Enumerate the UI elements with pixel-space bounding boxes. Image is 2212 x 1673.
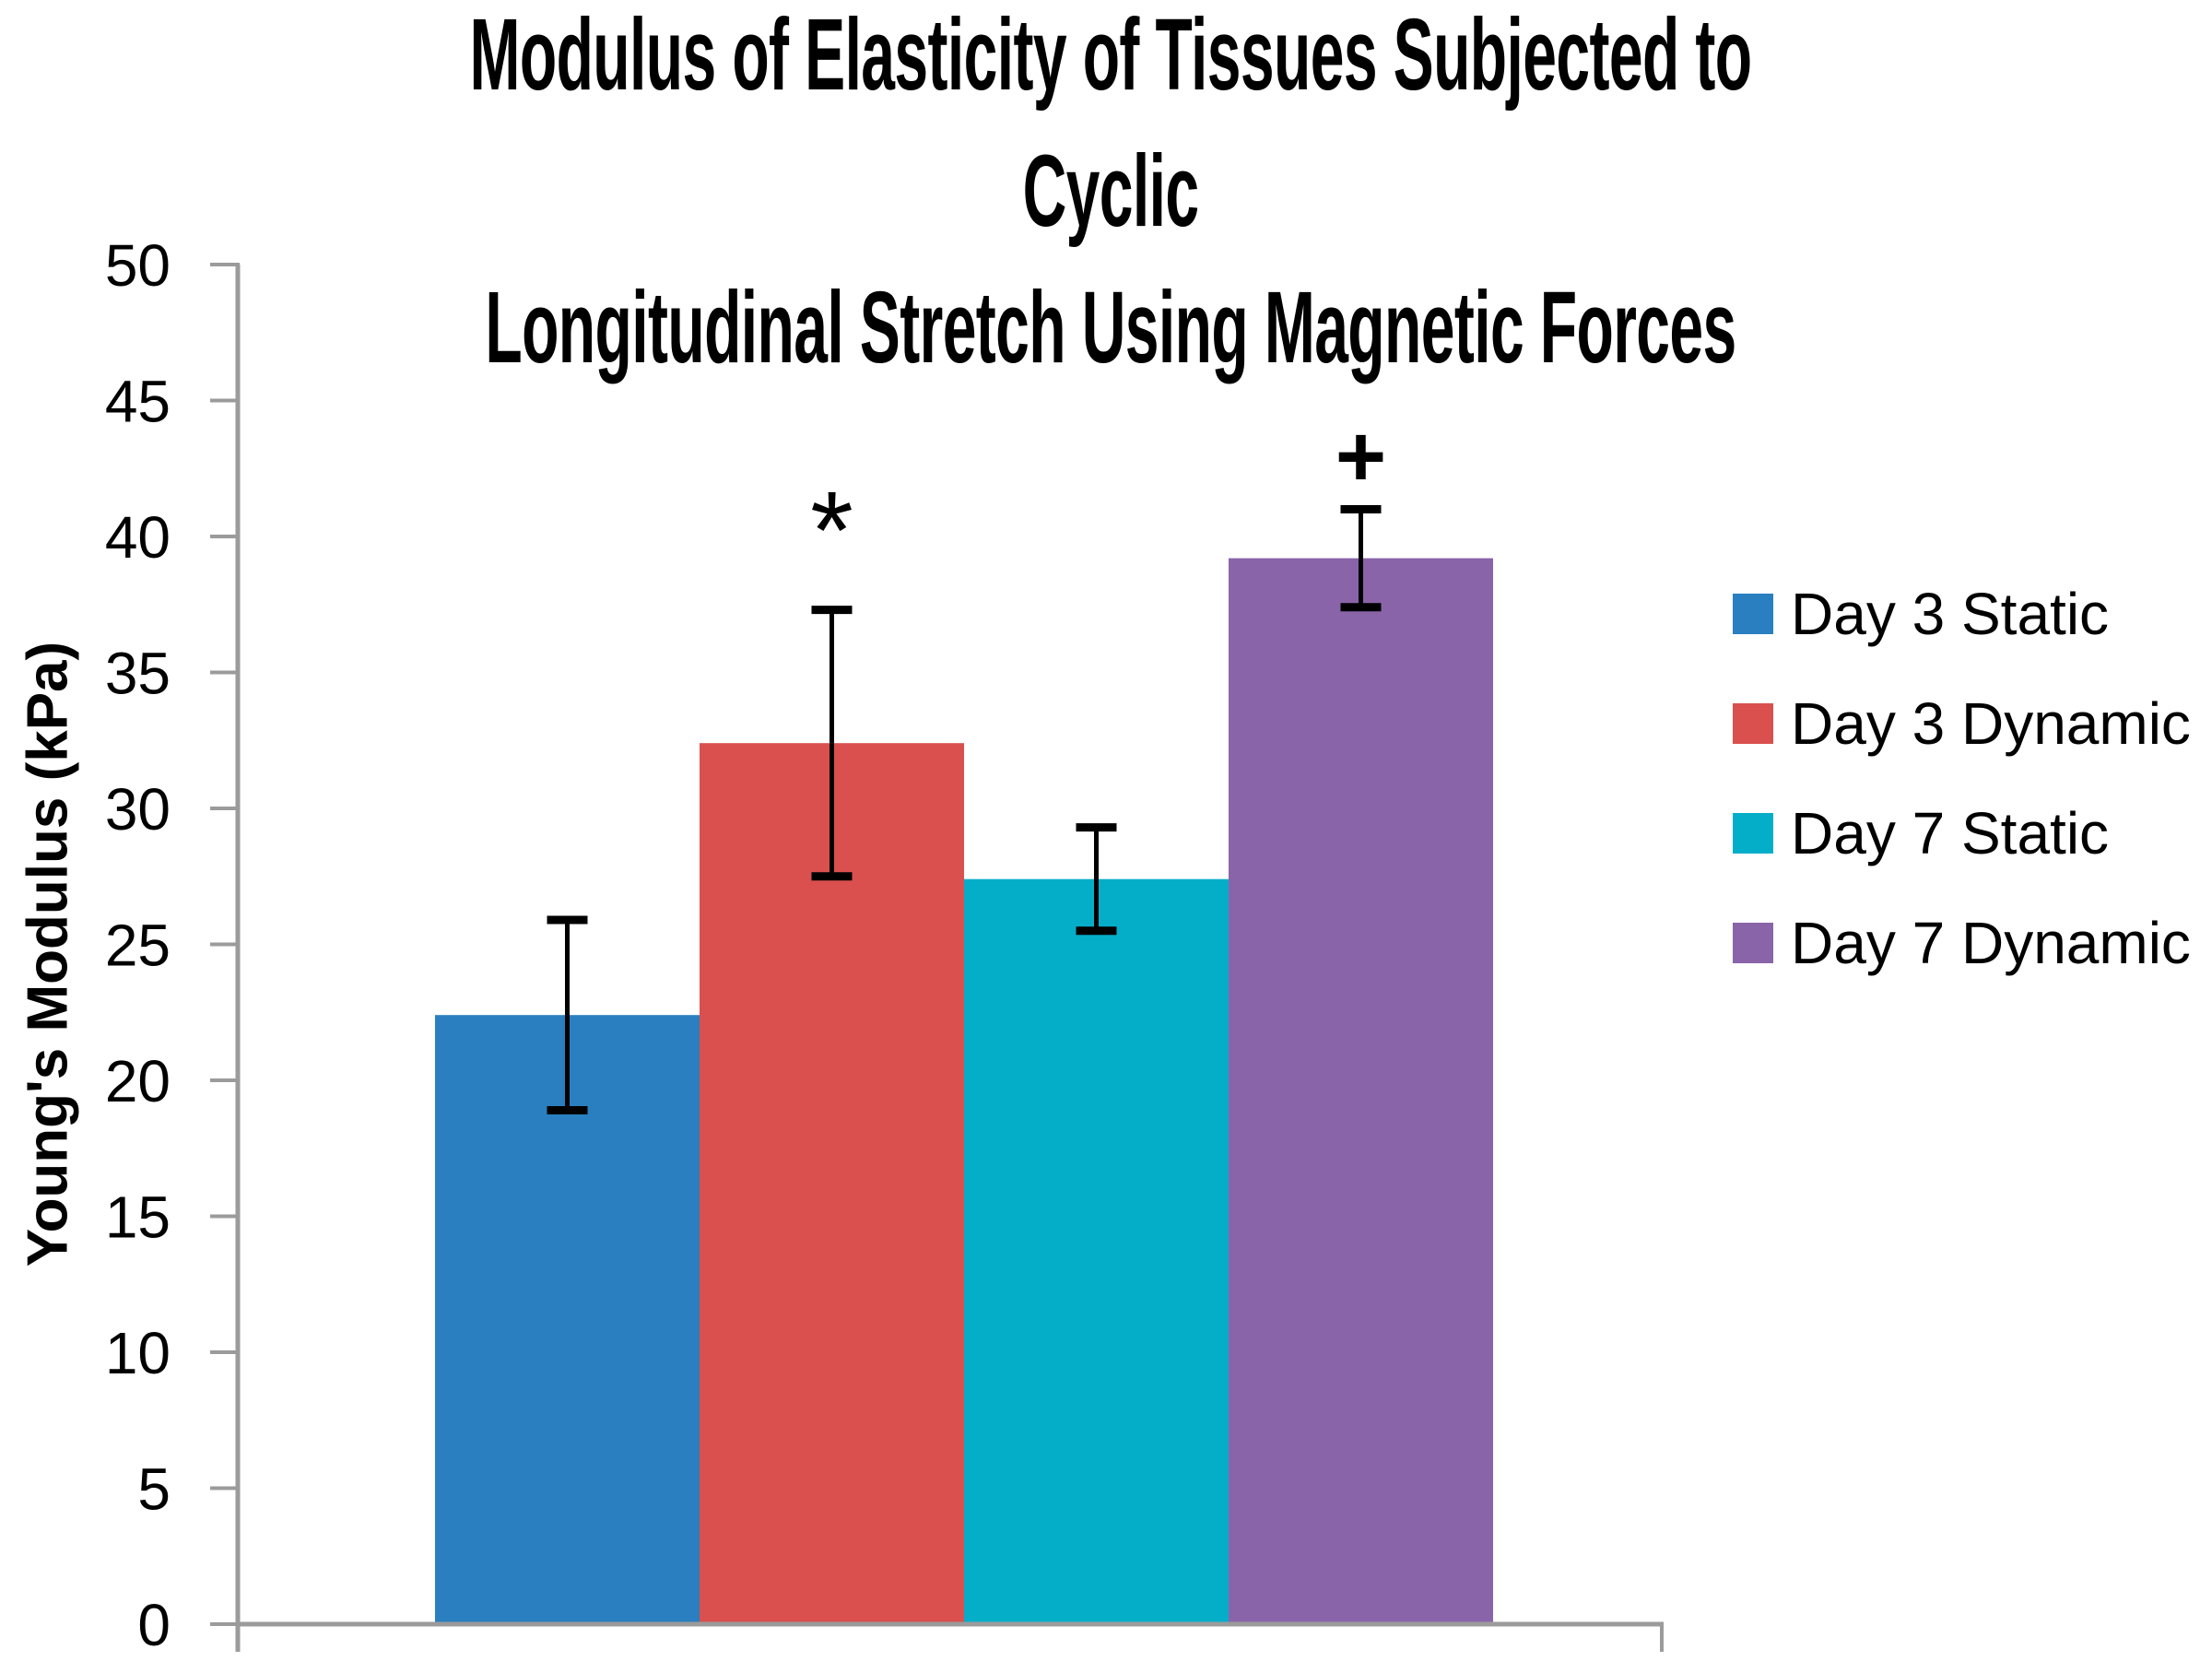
legend-label-day-3-static: Day 3 Static [1791, 581, 2110, 647]
legend-swatch-day-7-dynamic [1733, 923, 1773, 963]
legend-label-day-3-dynamic: Day 3 Dynamic [1791, 690, 2191, 757]
chart-title: Modulus of Elasticity of Tissues Subject… [0, 0, 2212, 396]
legend-label-day-7-dynamic: Day 7 Dynamic [1791, 910, 2191, 976]
legend-item-day-3-dynamic: Day 3 Dynamic [1733, 690, 2191, 757]
bar-day-7-static [964, 878, 1229, 1624]
y-tick-label-25: 25 [105, 913, 171, 979]
y-tick-label-5: 5 [137, 1456, 171, 1523]
legend-swatch-day-3-dynamic [1733, 703, 1773, 744]
bar-day-3-static [435, 1015, 700, 1624]
legend-item-day-7-static: Day 7 Static [1733, 800, 2109, 866]
annotation-plus-day-7-dynamic: + [1335, 408, 1386, 506]
legend-swatch-day-7-static [1733, 813, 1773, 854]
y-tick-label-30: 30 [105, 776, 171, 842]
legend: Day 3 Static Day 3 Dynamic Day 7 Static Day… [1733, 0, 2212, 1673]
bar-day-3-dynamic [700, 743, 964, 1624]
y-tick-label-40: 40 [105, 504, 171, 571]
y-tick-label-45: 45 [105, 369, 171, 435]
y-tick-label-20: 20 [105, 1048, 171, 1114]
legend-swatch-day-3-static [1733, 594, 1773, 634]
y-tick-label-10: 10 [105, 1320, 171, 1386]
y-tick-label-35: 35 [105, 641, 171, 707]
bar-day-7-dynamic [1229, 558, 1493, 1624]
y-tick-label-0: 0 [137, 1592, 171, 1658]
y-tick-label-15: 15 [105, 1184, 171, 1251]
y-tick-label-50: 50 [105, 232, 171, 299]
legend-item-day-7-dynamic: Day 7 Dynamic [1733, 910, 2191, 976]
legend-label-day-7-static: Day 7 Static [1791, 800, 2110, 866]
chart-title-line-2: Longitudinal Stretch Using Magnetic Forc… [485, 271, 1736, 384]
annotation-asterisk-day-3-dynamic: * [810, 469, 853, 593]
chart-title-line-1: Modulus of Elasticity of Tissues Subject… [469, 0, 1752, 248]
legend-item-day-3-static: Day 3 Static [1733, 581, 2109, 647]
